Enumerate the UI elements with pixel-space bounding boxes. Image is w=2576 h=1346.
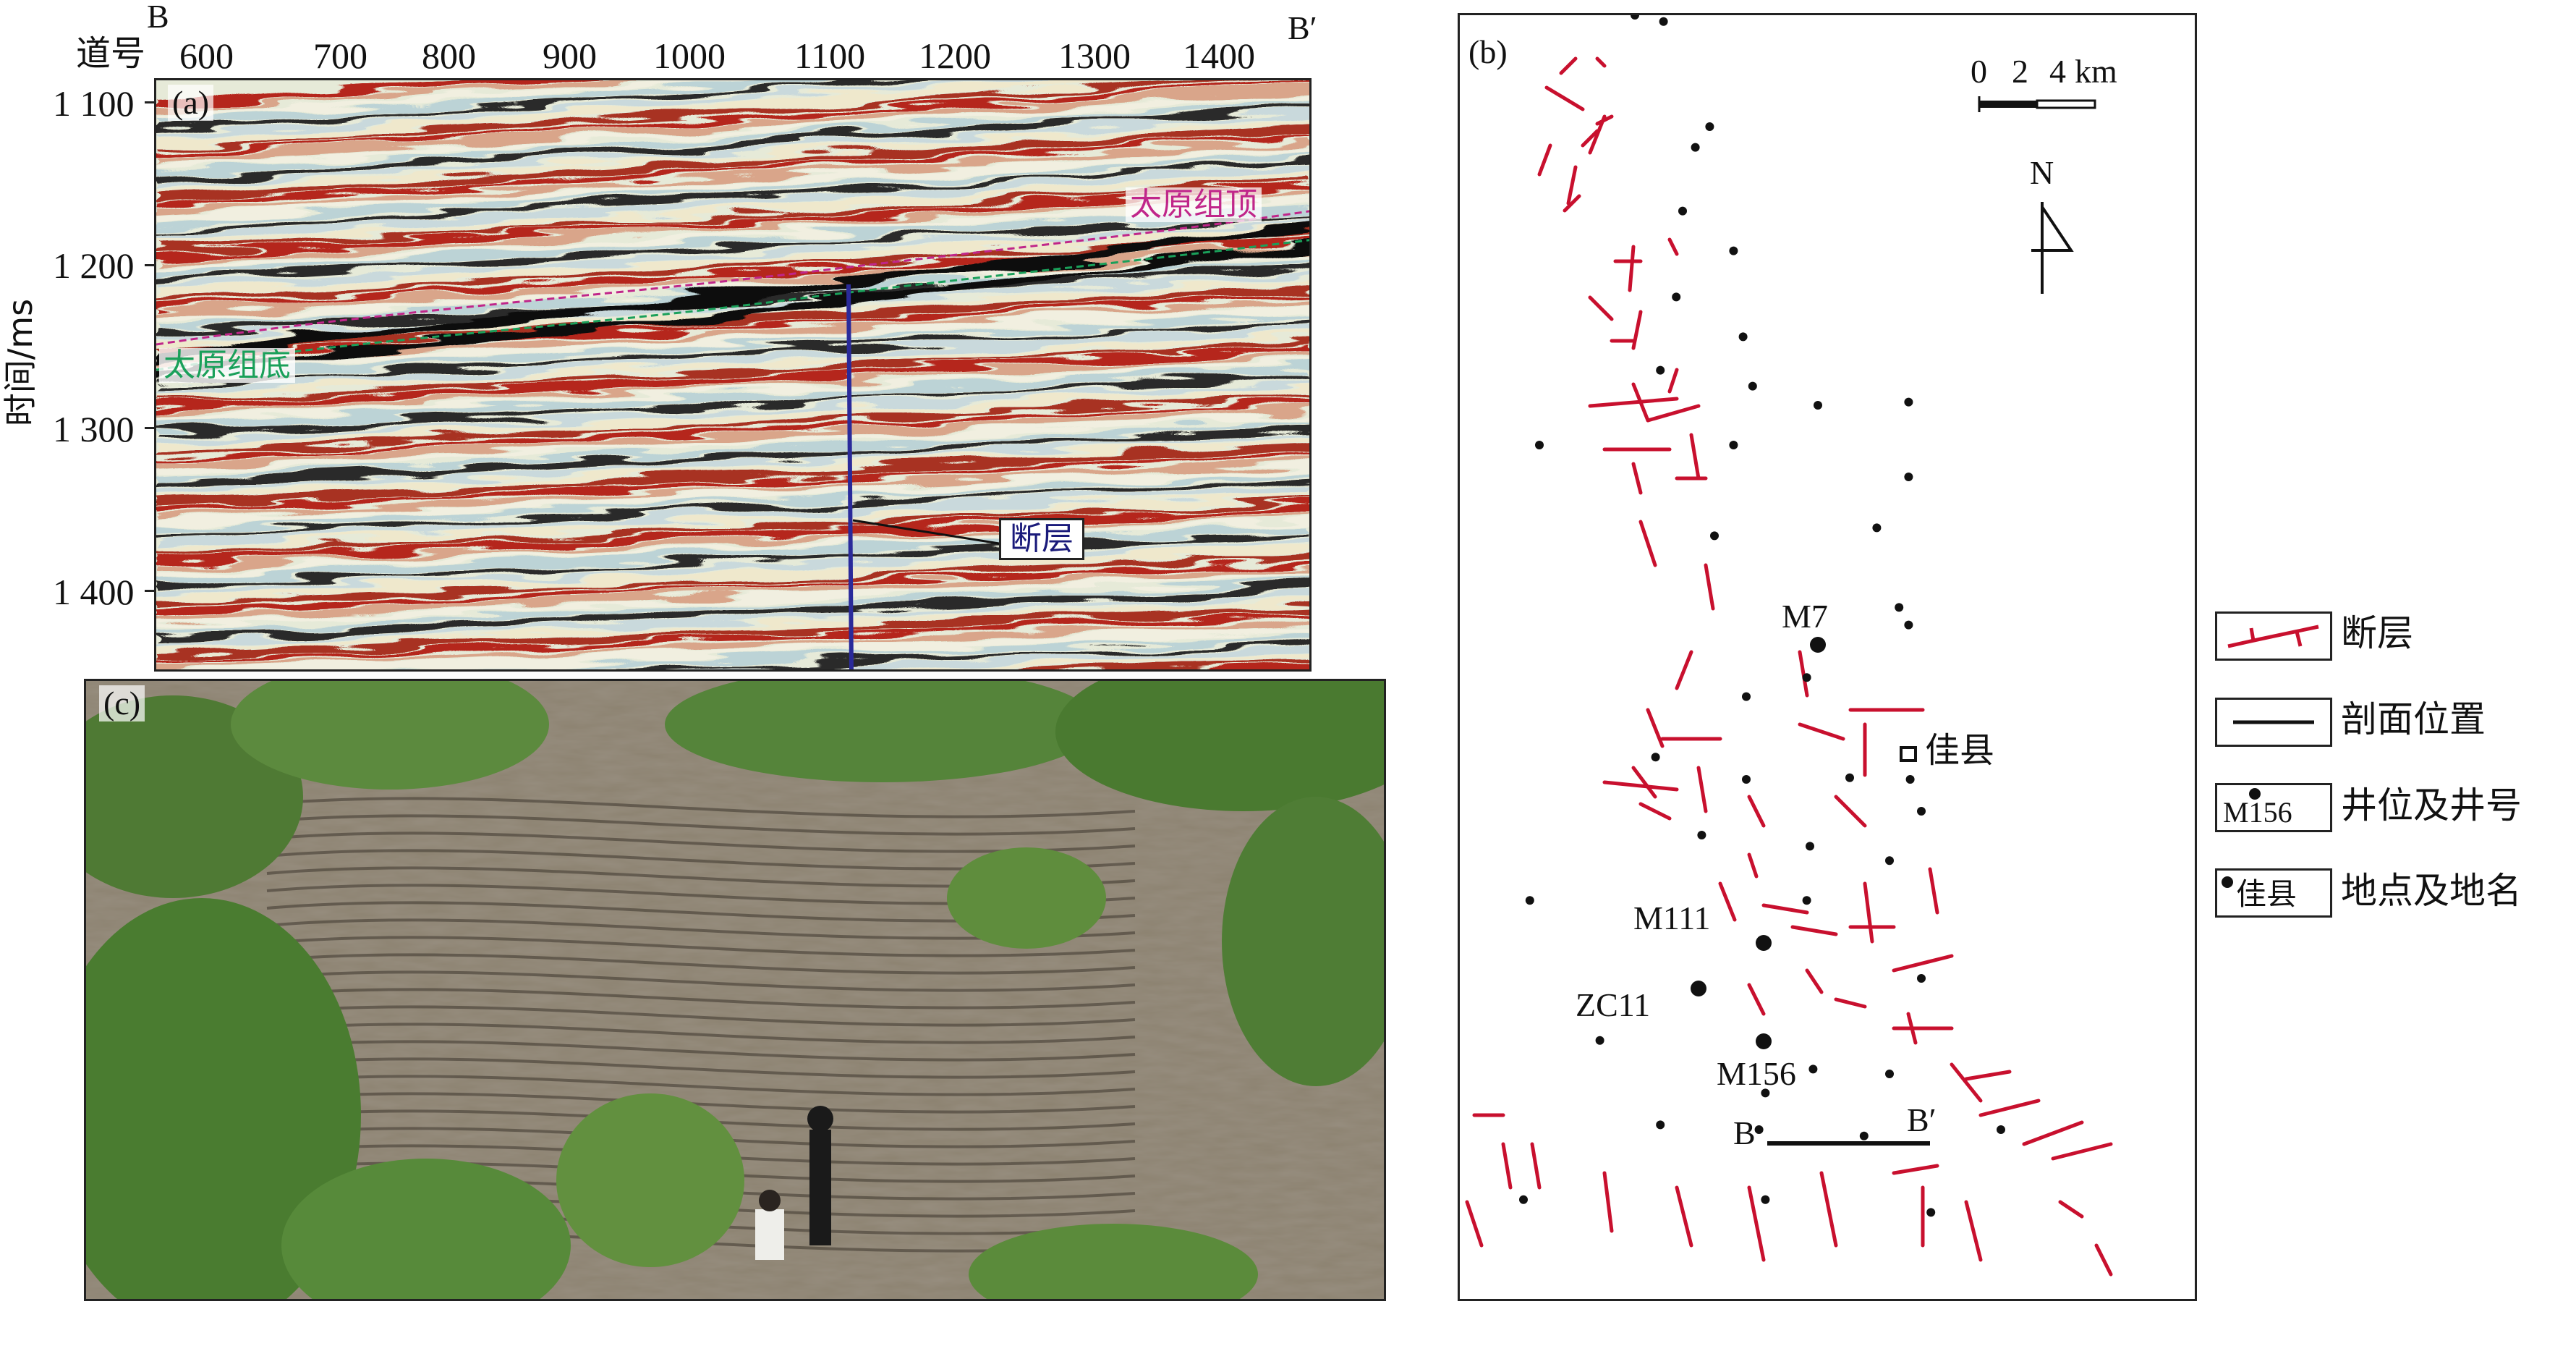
seismic-section-graphic [156,80,1309,669]
trace-axis-label: 道号 [76,33,146,74]
well-label-m7: M7 [1782,598,1828,635]
scale-tick: 4 [2049,53,2066,90]
town-symbol-icon [2222,876,2233,888]
trace-tick: 1000 [653,35,726,76]
panel-c-label: (c) [99,685,145,721]
section-start-label-a: B [147,0,169,35]
legend-well-sample: M156 [2223,796,2292,829]
trace-tick: 900 [543,35,597,76]
taiyuan-top-label: 太原组顶 [1126,187,1262,222]
legend-well-label: 井位及井号 [2341,784,2522,826]
trace-tick: 1300 [1058,35,1131,76]
trace-tick: 1400 [1183,35,1255,76]
section-end-label-a: B′ [1288,9,1317,46]
north-arrow-icon [2031,202,2074,294]
time-tick: 1 100 [53,83,135,124]
fault-line [846,284,854,669]
legend-well-swatch: M156 [2215,783,2332,832]
well-label-m156: M156 [1717,1055,1796,1092]
time-tick-mark [145,101,155,103]
town-label: 佳县 [1925,730,1995,771]
town-symbol-icon [1900,746,1917,762]
section-start-label-b: B [1733,1114,1756,1151]
legend-section-swatch [2215,698,2332,747]
scale-unit: km [2075,53,2117,90]
taiyuan-base-horizon [156,239,1309,371]
legend-town-label: 地点及地名 [2341,870,2522,912]
section-line-icon [2233,720,2314,724]
trace-tick: 700 [313,35,367,76]
legend-town-sample: 佳县 [2236,876,2297,912]
fault-map: (b) 0 2 4 km N M7 M111 ZC11 M156 佳县 B B′ [1458,13,2197,1301]
time-tick: 1 200 [53,245,135,286]
time-axis-label: 时间/ms [1,298,41,427]
trace-tick: 800 [422,35,476,76]
fault-label: 断层 [999,518,1084,560]
time-tick: 1 300 [53,409,135,449]
trace-tick: 1200 [919,35,991,76]
north-label: N [2030,154,2054,191]
outcrop-photo-graphic [86,681,1384,1299]
scale-tick: 0 [1971,53,1987,90]
well-symbol-icon [2249,788,2261,800]
legend-fault-label: 断层 [2341,612,2413,654]
scale-bar [1978,96,2096,112]
time-tick-mark [145,264,155,266]
time-tick: 1 400 [53,572,135,612]
fault-symbol-icon [2227,625,2319,648]
trace-tick: 1100 [794,35,866,76]
section-end-label-b: B′ [1907,1101,1937,1138]
time-tick-mark [145,427,155,429]
scale-tick: 2 [2012,53,2028,90]
trace-tick: 600 [179,35,234,76]
panel-b-label: (b) [1468,33,1508,70]
taiyuan-base-label: 太原组底 [159,348,295,383]
fault-map-graphic [1465,15,2113,1277]
legend-section-label: 剖面位置 [2341,698,2486,740]
taiyuan-top-horizon [156,210,1309,346]
time-tick-mark [145,590,155,592]
well-label-zc11: ZC11 [1576,986,1651,1023]
seismic-section-image: (a) 太原组顶 太原组底 断层 [154,78,1312,672]
panel-a-label: (a) [168,85,214,121]
outcrop-photo: (c) [84,679,1386,1301]
fault-callout-line [852,519,1000,545]
legend-fault-swatch [2215,611,2332,661]
legend-town-swatch: 佳县 [2215,868,2332,918]
well-label-m111: M111 [1633,900,1711,936]
